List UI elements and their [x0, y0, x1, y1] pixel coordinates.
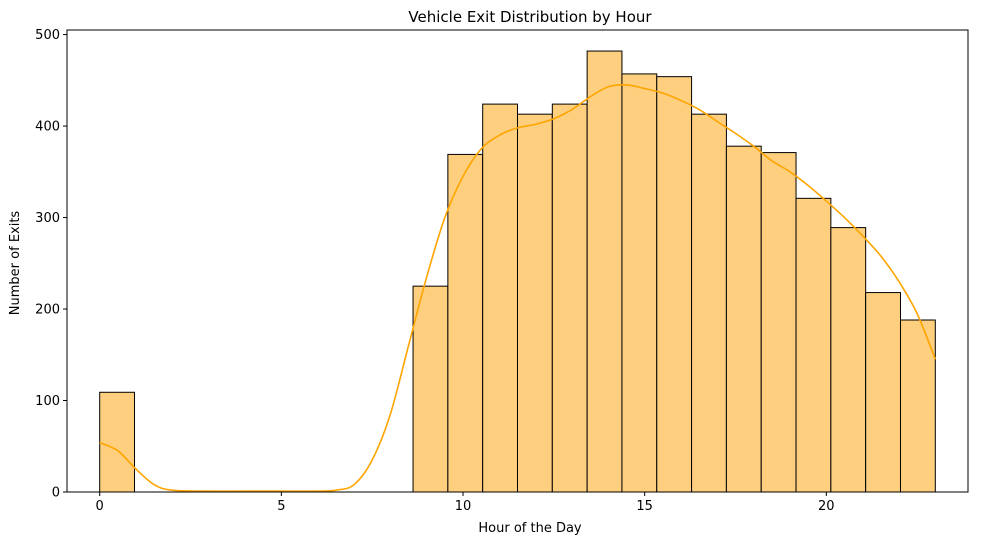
- histogram-bar: [691, 113, 727, 493]
- chart-title: Vehicle Exit Distribution by Hour: [408, 8, 652, 26]
- y-tick-label: 400: [35, 120, 60, 135]
- x-tick-label: 10: [455, 499, 472, 514]
- histogram-bar: [725, 145, 762, 493]
- y-ticks: 0 100 200 300 400 500: [35, 28, 67, 501]
- histogram-bar: [865, 292, 901, 493]
- histogram-bar: [551, 103, 588, 493]
- x-axis-label: Hour of the Day: [478, 521, 582, 536]
- y-axis-label: Number of Exits: [8, 211, 23, 316]
- kde-line: [99, 83, 937, 492]
- histogram-bar: [899, 319, 936, 493]
- kde-group: [99, 83, 937, 492]
- y-tick-label: 100: [35, 394, 60, 409]
- histogram-bar: [586, 50, 623, 493]
- histogram-bar: [412, 285, 449, 493]
- histogram-bar: [482, 103, 519, 493]
- histogram-bar: [795, 197, 832, 493]
- x-ticks: 0 5 10 15 20: [96, 492, 835, 514]
- y-tick-label: 500: [35, 28, 60, 43]
- plot-frame: [66, 29, 969, 493]
- histogram-bar: [760, 152, 797, 493]
- histogram-bar: [517, 113, 553, 493]
- y-tick-label: 0: [52, 486, 60, 501]
- x-tick-label: 0: [96, 499, 104, 514]
- histogram-bar: [830, 227, 867, 493]
- bars-group: [99, 50, 936, 493]
- x-tick-label: 5: [277, 499, 285, 514]
- y-tick-label: 300: [35, 211, 60, 226]
- y-tick-label: 200: [35, 303, 60, 318]
- histogram-bar: [447, 153, 484, 493]
- x-tick-label: 20: [818, 499, 835, 514]
- histogram-bar: [656, 76, 693, 493]
- histogram-bar: [621, 73, 658, 493]
- x-tick-label: 15: [636, 499, 653, 514]
- histogram-bar: [99, 391, 136, 493]
